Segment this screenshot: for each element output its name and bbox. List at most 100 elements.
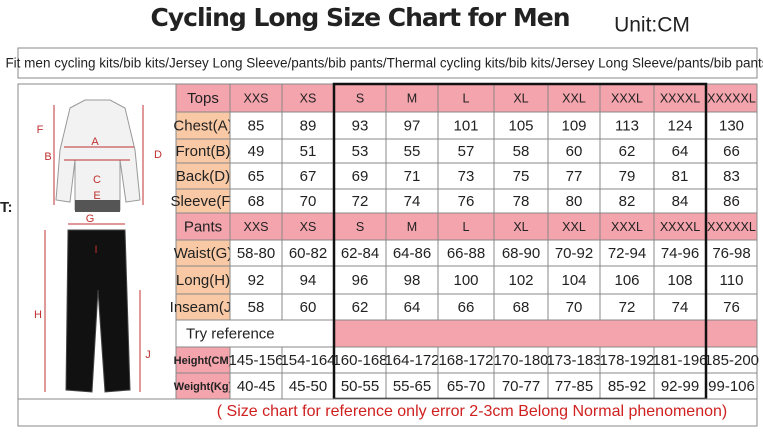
value: 64 [672, 143, 689, 160]
value: 57 [458, 143, 475, 160]
value: 130 [719, 117, 744, 134]
value: 74 [404, 193, 421, 210]
value: 72 [352, 193, 369, 210]
value: 178-192 [599, 352, 654, 369]
cell [333, 319, 758, 348]
value: 81 [672, 168, 689, 185]
cell [385, 372, 439, 400]
value: 51 [300, 143, 317, 160]
measure-label: A [91, 136, 99, 148]
row-label: Long(H) [176, 272, 230, 289]
size-label: XXXXL [660, 220, 700, 234]
value: 58 [248, 299, 265, 316]
cell [229, 239, 283, 267]
value: 79 [619, 168, 636, 185]
value: 60-82 [289, 245, 327, 262]
cell [175, 346, 231, 374]
value: 64-86 [393, 245, 431, 262]
size-label: XXXL [611, 220, 643, 234]
cell [385, 265, 439, 295]
value: 72 [619, 299, 636, 316]
cell [653, 239, 707, 267]
value: 94 [300, 272, 317, 289]
cell [599, 346, 655, 374]
cell [385, 239, 439, 267]
value: 85-92 [608, 378, 646, 395]
cell [229, 346, 283, 374]
value: 185-200 [704, 352, 759, 369]
value: 62-84 [341, 245, 379, 262]
size-label: S [356, 91, 364, 105]
value: 78 [513, 193, 530, 210]
cell [705, 188, 758, 214]
value: 73 [458, 168, 475, 185]
cell [493, 138, 549, 164]
value: 62 [619, 143, 636, 160]
cell [705, 83, 758, 113]
row-label: Front(B) [175, 143, 230, 160]
value: 65-70 [447, 378, 485, 395]
cell [229, 83, 283, 113]
measure-label: J [145, 349, 151, 361]
size-label: L [463, 220, 470, 234]
size-label: XXXXXL [707, 91, 756, 105]
cell [333, 346, 387, 374]
value: 113 [615, 117, 639, 134]
measure-label: I [94, 244, 97, 256]
value: 72-94 [608, 245, 646, 262]
row-label: Back(D) [176, 168, 230, 185]
cell [175, 111, 231, 140]
value: 71 [404, 168, 421, 185]
value: 67 [300, 168, 317, 185]
cell [493, 188, 549, 214]
cell [281, 372, 335, 400]
size-label: XS [300, 220, 317, 234]
jacket-hem [75, 200, 120, 212]
cell [229, 111, 283, 140]
cell [385, 188, 439, 214]
pants [65, 229, 131, 393]
value: 92-99 [661, 378, 699, 395]
cell [333, 111, 387, 140]
value: 109 [561, 117, 586, 134]
value: 50-55 [341, 378, 379, 395]
size-label: XXXL [611, 91, 643, 105]
cell [281, 212, 335, 241]
cell [653, 265, 707, 295]
value: 62 [352, 299, 369, 316]
title: Cycling Long Size Chart for Men [151, 3, 570, 32]
value: 173-183 [546, 352, 601, 369]
value: 77 [566, 168, 583, 185]
value: 74 [672, 299, 689, 316]
cell [437, 188, 495, 214]
cell [653, 346, 707, 374]
cell [175, 162, 231, 190]
value: 85 [248, 117, 265, 134]
value: 66 [458, 299, 475, 316]
measure-label: F [37, 124, 44, 136]
row-label: Sleeve(F) [170, 193, 235, 210]
unit: Unit:CM [614, 14, 690, 37]
value: 68 [248, 193, 265, 210]
cell [333, 239, 387, 267]
cell [333, 83, 387, 113]
value: 68-90 [502, 245, 540, 262]
measure-label: C [93, 174, 101, 186]
value: 102 [508, 272, 533, 289]
cell [281, 265, 335, 295]
size-label: L [463, 91, 470, 105]
footer-note: ( Size chart for reference only error 2-… [217, 403, 727, 420]
cell [653, 188, 707, 214]
cell [493, 83, 549, 113]
measure-label: B [44, 151, 51, 163]
cell [229, 162, 283, 190]
cell [599, 265, 655, 295]
value: 58 [513, 143, 530, 160]
value: 55-65 [393, 378, 431, 395]
value: 60 [300, 299, 317, 316]
value: 70 [566, 299, 583, 316]
value: 76 [723, 299, 740, 316]
cell [437, 138, 495, 164]
value: 92 [248, 272, 265, 289]
